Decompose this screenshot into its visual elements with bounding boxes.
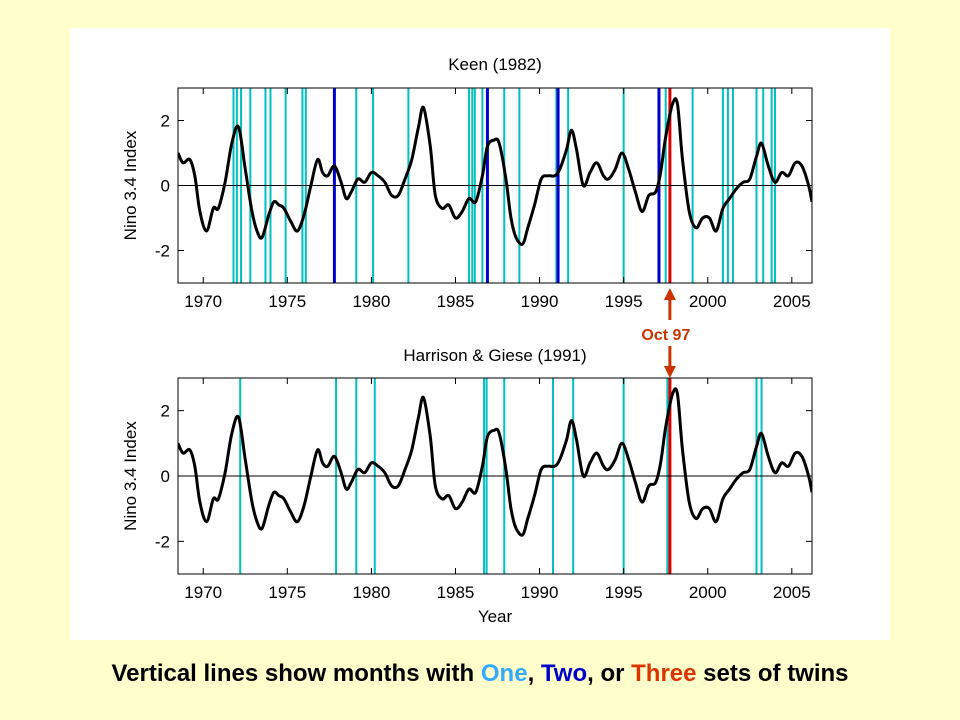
x-tick-label: 2005 [773, 583, 811, 602]
caption-suffix: sets of twins [696, 660, 849, 687]
y-tick-label: 2 [161, 112, 170, 131]
x-tick-label: 1970 [184, 292, 222, 311]
figure-panel: 1970 1975 1980 1985 1990 1995 2000 2005 -2 0 2 Keen… [70, 28, 890, 640]
arrow-up-head [663, 288, 676, 300]
chart-title: Harrison & Giese (1991) [403, 346, 586, 365]
y-tick-label: 0 [161, 467, 170, 486]
x-tick-label: 1995 [605, 583, 643, 602]
x-tick-label: 1980 [352, 583, 390, 602]
x-tick-label: 2000 [689, 292, 727, 311]
nino-index-line [178, 387, 812, 537]
x-tick-label: 2005 [773, 292, 811, 311]
x-tick-label: 1970 [184, 583, 222, 602]
x-tick-label: 1995 [605, 292, 643, 311]
x-axis-label: Year [478, 607, 513, 626]
caption-sep-2: , or [587, 660, 632, 687]
caption-sep-1: , [527, 660, 541, 687]
x-tick-label: 1990 [521, 292, 559, 311]
x-tick-label: 1985 [437, 583, 475, 602]
oct-97-label: Oct 97 [641, 327, 690, 344]
chart-panel-1: 1970 1975 1980 1985 1990 1995 2000 2005 -2 0 2 Keen… [121, 55, 813, 311]
caption-one: One [480, 660, 528, 687]
y-tick-label: 2 [161, 402, 170, 421]
y-tick-label: -2 [155, 532, 170, 551]
x-tick-label: 1985 [437, 292, 475, 311]
arrow-down-head [663, 366, 676, 378]
y-tick-label: 0 [161, 177, 170, 196]
y-axis-label: Nino 3.4 Index [121, 130, 140, 240]
caption-two: Two [540, 660, 588, 687]
caption-three: Three [631, 660, 697, 687]
chart-title: Keen (1982) [448, 55, 542, 74]
y-axis-label: Nino 3.4 Index [121, 421, 140, 531]
nino-index-line [178, 97, 812, 246]
y-tick-label: -2 [155, 242, 170, 261]
chart-svg: 1970 1975 1980 1985 1990 1995 2000 2005 -2 0 2 Keen… [121, 55, 813, 626]
caption-prefix: Vertical lines show months with [111, 660, 481, 687]
x-tick-label: 1980 [352, 292, 390, 311]
chart-panel-2: 1970 1975 1980 1985 1990 1995 2000 2005 -2 0 2 Harr… [121, 346, 813, 626]
x-tick-label: 1990 [521, 583, 559, 602]
x-tick-label: 1975 [268, 292, 306, 311]
x-tick-label: 2000 [689, 583, 727, 602]
x-tick-label: 1975 [268, 583, 306, 602]
caption: Vertical lines show months with One, Two… [0, 660, 960, 688]
oct-97-annotation: Oct 97 [641, 288, 690, 378]
